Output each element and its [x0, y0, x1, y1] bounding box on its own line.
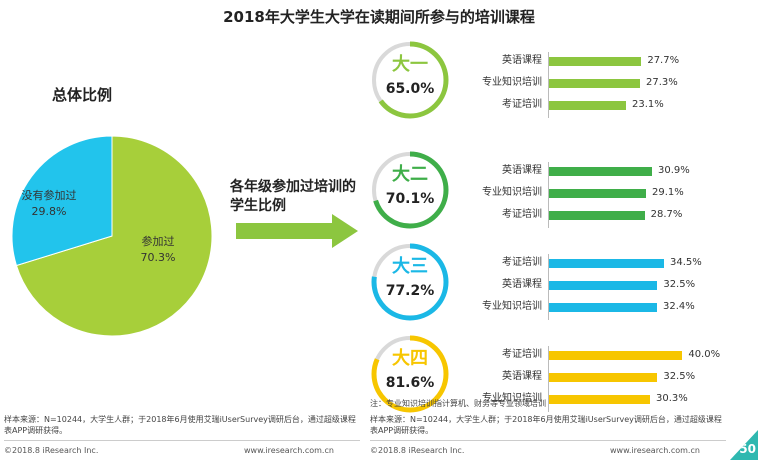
- ring-progress: [371, 151, 449, 229]
- ring-percentage: 77.2%: [385, 283, 435, 299]
- grade-ring-gauge: [371, 243, 449, 321]
- bar-value-label: 34.5%: [670, 257, 702, 268]
- bar-category-label: 英语课程: [502, 55, 542, 66]
- bar: [549, 101, 626, 110]
- bar: [549, 57, 642, 66]
- bar: [549, 79, 640, 88]
- pie-label-participated-name: 参加过: [141, 235, 175, 248]
- bar-row: 考证培训 34.5%: [440, 254, 740, 272]
- bar-category-label: 考证培训: [502, 257, 542, 268]
- pie-chart: [11, 135, 213, 337]
- bar-axis: [548, 346, 549, 412]
- bar-axis: [548, 162, 549, 228]
- bar: [549, 351, 683, 360]
- bar-category-label: 考证培训: [502, 209, 542, 220]
- pie-label-not-participated-value: 29.8%: [31, 205, 67, 218]
- bar-row: 专业知识培训 27.3%: [440, 74, 740, 92]
- bar-row: 考证培训 40.0%: [440, 346, 740, 364]
- bar-category-label: 专业知识培训: [482, 77, 542, 88]
- pie-label-not-participated-name: 没有参加过: [21, 189, 77, 202]
- ring-percentage: 65.0%: [385, 81, 435, 97]
- bar-group-2: 英语课程 30.9% 专业知识培训 29.1% 考证培训 28.7%: [440, 162, 740, 232]
- copyright-left: ©2018.8 iResearch Inc.: [4, 446, 99, 455]
- bar-value-label: 23.1%: [632, 99, 664, 110]
- ring-progress: [371, 41, 449, 119]
- bar-group-4: 考证培训 40.0% 英语课程 32.5% 专业知识培训 30.3%: [440, 346, 740, 416]
- website-left: www.iresearch.com.cn: [244, 446, 334, 455]
- bar-row: 英语课程 27.7%: [440, 52, 740, 70]
- pie-label-not-participated: 没有参加过 29.8%: [14, 188, 84, 220]
- bar-row: 考证培训 23.1%: [440, 96, 740, 114]
- grade-ring-1: 大一 65.0%: [368, 38, 452, 122]
- bar: [549, 211, 645, 220]
- bar-row: 专业知识培训 30.3%: [440, 390, 740, 408]
- website-right: www.iresearch.com.cn: [610, 446, 700, 455]
- page-number-badge: 50: [730, 430, 758, 460]
- bar: [549, 303, 657, 312]
- bar-category-label: 考证培训: [502, 349, 542, 360]
- source-note-right: 样本来源：N=10244，大学生人群；于2018年6月使用艾瑞iUserSurv…: [370, 415, 722, 435]
- bar-row: 考证培训 28.7%: [440, 206, 740, 224]
- bar-category-label: 考证培训: [502, 99, 542, 110]
- ring-grade-label: 大四: [392, 348, 428, 369]
- grade-ring-3: 大三 77.2%: [368, 240, 452, 324]
- bar-category-label: 专业知识培训: [482, 187, 542, 198]
- bar-axis: [548, 52, 549, 118]
- footer-divider-right: [370, 440, 726, 441]
- bar-value-label: 29.1%: [652, 187, 684, 198]
- grade-ring-gauge: [371, 335, 449, 413]
- bar-category-label: 英语课程: [502, 279, 542, 290]
- copyright-right: ©2018.8 iResearch Inc.: [370, 446, 465, 455]
- pie-chart-title: 总体比例: [52, 86, 113, 104]
- ring-progress: [371, 335, 449, 413]
- pie-slice-participated: [15, 135, 213, 337]
- pie-slice-not-participated: [11, 135, 113, 267]
- bar-row: 专业知识培训 29.1%: [440, 184, 740, 202]
- source-note-left: 样本来源：N=10244，大学生人群；于2018年6月使用艾瑞iUserSurv…: [4, 415, 356, 435]
- grade-ring-2: 大二 70.1%: [368, 148, 452, 232]
- ring-grade-label: 大二: [392, 164, 428, 185]
- ring-grade-label: 大三: [392, 256, 428, 277]
- bar-axis: [548, 254, 549, 320]
- bar-value-label: 32.5%: [663, 279, 696, 290]
- bar: [549, 373, 658, 382]
- grade-ring-4: 大四 81.6%: [368, 332, 452, 416]
- bar-value-label: 27.7%: [647, 55, 680, 66]
- bar-category-label: 专业知识培训: [482, 301, 542, 312]
- bar-category-label: 英语课程: [502, 371, 542, 382]
- bar-group-1: 英语课程 27.7% 专业知识培训 27.3% 考证培训 23.1%: [440, 52, 740, 122]
- ring-grade-label: 大一: [392, 54, 428, 75]
- bar: [549, 259, 664, 268]
- bar-category-label: 专业知识培训: [482, 393, 542, 404]
- bar-group-3: 考证培训 34.5% 英语课程 32.5% 专业知识培训 32.4%: [440, 254, 740, 324]
- ring-percentage: 70.1%: [385, 191, 435, 207]
- page-title: 2018年大学生大学在读期间所参与的培训课程: [223, 8, 535, 26]
- footer-divider-left: [4, 440, 360, 441]
- bar-row: 英语课程 32.5%: [440, 276, 740, 294]
- bar: [549, 281, 658, 290]
- bar-value-label: 32.5%: [663, 371, 696, 382]
- bar: [549, 395, 650, 404]
- grade-ratio-caption: 各年级参加过培训的学生比例: [230, 179, 356, 214]
- bar: [549, 189, 646, 198]
- bar-value-label: 28.7%: [650, 209, 683, 220]
- bar-value-label: 30.9%: [658, 165, 690, 176]
- bar-row: 英语课程 30.9%: [440, 162, 740, 180]
- grade-ring-gauge: [371, 151, 449, 229]
- ring-percentage: 81.6%: [385, 375, 435, 391]
- ring-progress: [371, 243, 449, 321]
- grade-ring-gauge: [371, 41, 449, 119]
- bar-value-label: 27.3%: [646, 77, 678, 88]
- bar-value-label: 30.3%: [656, 393, 688, 404]
- bar-value-label: 32.4%: [663, 301, 695, 312]
- bar-row: 专业知识培训 32.4%: [440, 298, 740, 316]
- bar-row: 英语课程 32.5%: [440, 368, 740, 386]
- pie-label-participated: 参加过 70.3%: [128, 234, 188, 266]
- bar-value-label: 40.0%: [688, 349, 721, 360]
- right-arrow-icon: [236, 214, 358, 248]
- bar-category-label: 英语课程: [502, 165, 542, 176]
- footnote-definition: 注：专业知识培训指计算机、财务等专业领域培训: [370, 399, 546, 408]
- bar: [549, 167, 652, 176]
- pie-label-participated-value: 70.3%: [140, 251, 176, 264]
